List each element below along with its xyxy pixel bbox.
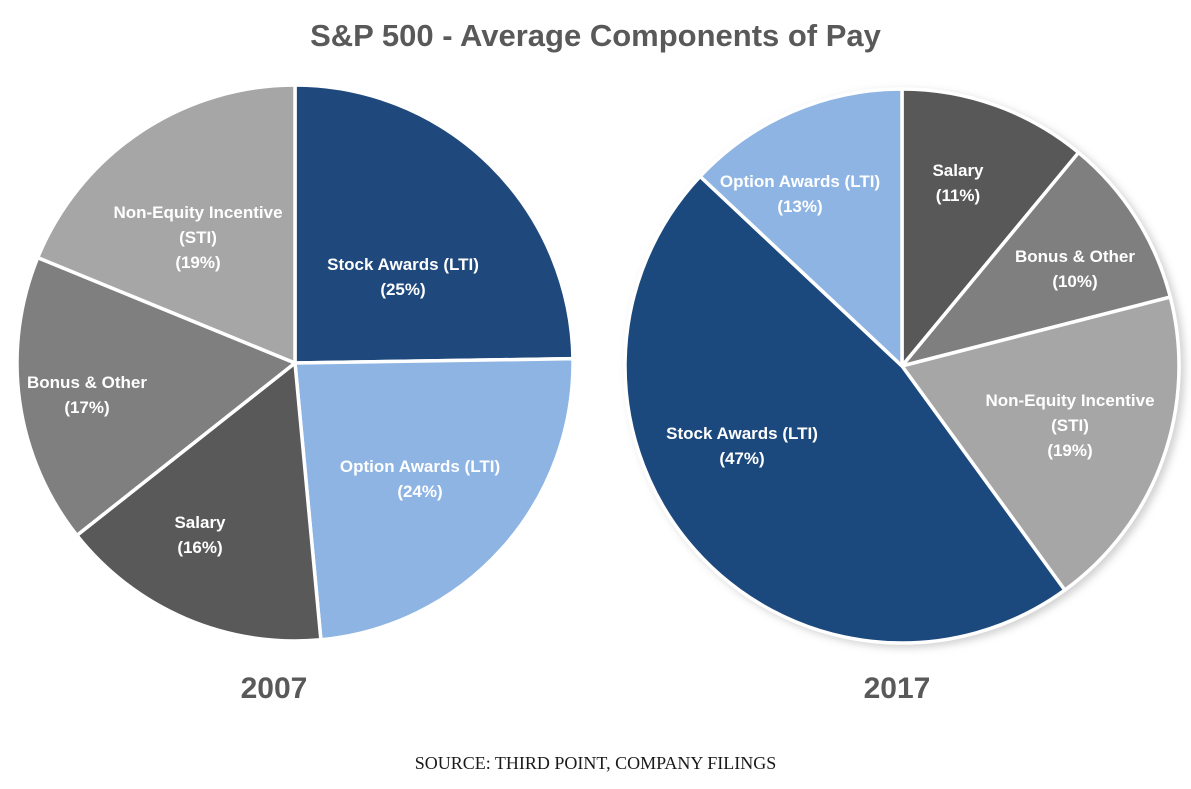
pie-slice-label: Option Awards (LTI) (24%) (340, 457, 500, 501)
pie-slice-2017-2 (900, 295, 1181, 592)
pie-slice-label: Option Awards (LTI) (13%) (720, 172, 880, 216)
pie-slice-label: Stock Awards (LTI) (25%) (327, 255, 479, 299)
pie-slice-2017-0 (900, 87, 1081, 368)
pie-slice-label: Salary (11%) (932, 161, 984, 205)
pie-slice-label: Stock Awards (LTI) (47%) (666, 424, 818, 468)
pie-2007 (15, 83, 575, 643)
pie-slice-label: Bonus & Other (17%) (27, 373, 147, 417)
pie-labels-2017: Salary (11%) Bonus & Other (10%) Non-Equity … (666, 161, 1154, 468)
source-caption: SOURCE: THIRD POINT, COMPANY FILINGS (414, 753, 777, 773)
pie-slice-2007-0 (293, 83, 575, 365)
pie-slice-2017-4 (698, 87, 904, 368)
pie-slice-2007-2 (75, 361, 323, 643)
pie-slice-label: Salary (16%) (174, 513, 226, 557)
pie-year-label-2017: 2017 (863, 672, 931, 705)
pie-slice-2007-4 (36, 83, 297, 365)
pie-slice-2007-1 (293, 356, 575, 642)
pie-slice-label: Non-Equity Incentive (STI) (19%) (985, 391, 1154, 460)
pie-slice-2017-3 (623, 174, 1067, 645)
pie-year-label-2007: 2007 (240, 672, 308, 705)
pie-2017 (623, 87, 1181, 645)
pie-labels-2007: Stock Awards (LTI) (25%) Option Awards (LT… (27, 203, 500, 557)
chart-title: S&P 500 - Average Components of Pay (310, 18, 881, 53)
pie-slice-label: Bonus & Other (10%) (1015, 247, 1135, 291)
pie-slice-label: Non-Equity Incentive (STI) (19%) (113, 203, 282, 272)
pie-slice-2007-3 (15, 255, 297, 538)
